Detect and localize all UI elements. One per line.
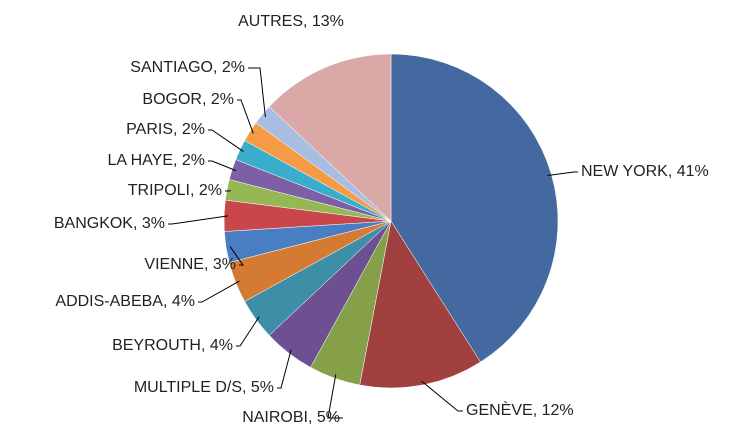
data-label: NAIROBI, 5% — [242, 409, 340, 426]
data-label: MULTIPLE D/S, 5% — [134, 379, 274, 396]
data-label: BOGOR, 2% — [142, 91, 234, 108]
data-label: TRIPOLI, 2% — [128, 182, 222, 199]
pie-slice — [390, 53, 559, 363]
pie-slice — [359, 220, 481, 389]
leader-line — [248, 67, 266, 118]
leader-line — [225, 189, 232, 192]
leader-line — [208, 160, 237, 172]
data-label: NEW YORK, 41% — [581, 163, 709, 180]
leader-line — [168, 215, 229, 225]
data-label: VIENNE, 3% — [144, 256, 236, 273]
leader-line — [236, 316, 260, 347]
data-label: SANTIAGO, 2% — [130, 59, 245, 76]
leader-line — [277, 349, 292, 389]
data-label: GENÈVE, 12% — [466, 400, 574, 419]
leader-line — [421, 380, 463, 412]
data-label: AUTRES, 13% — [238, 13, 344, 30]
leader-line — [229, 246, 244, 266]
data-label: BEYROUTH, 4% — [112, 337, 233, 354]
pie-slice — [268, 53, 392, 222]
data-label: PARIS, 2% — [126, 121, 205, 138]
data-label: LA HAYE, 2% — [107, 152, 205, 169]
data-label: ADDIS-ABEBA, 4% — [55, 293, 195, 310]
leader-line — [327, 374, 343, 419]
leader-line — [237, 99, 254, 134]
leader-line — [547, 171, 578, 177]
leader-line — [208, 129, 244, 153]
leader-line — [198, 280, 240, 303]
data-label: BANGKOK, 3% — [54, 215, 165, 232]
